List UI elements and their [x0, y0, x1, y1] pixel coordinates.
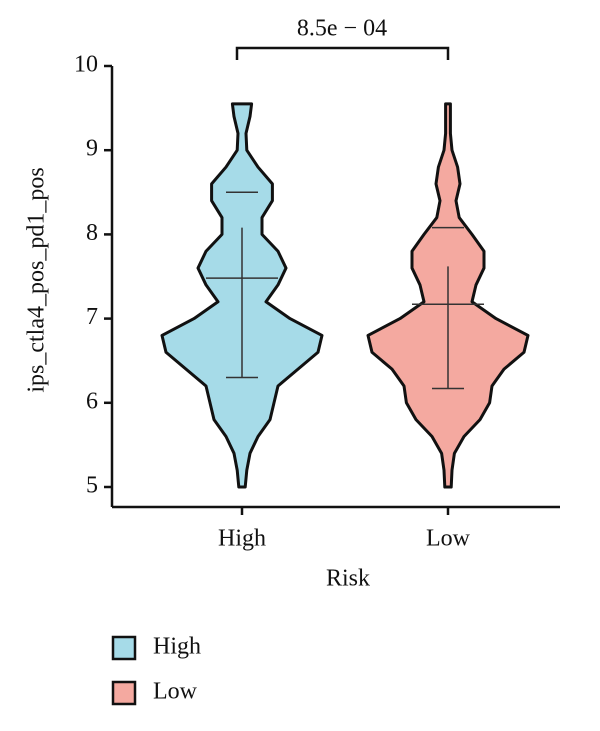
y-axis-label: ips_ctla4_pos_pd1_pos: [24, 167, 50, 392]
legend-label: Low: [153, 679, 198, 705]
bracket: [235, 46, 450, 60]
y-tick-label: 8: [86, 220, 98, 246]
y-tick-label: 6: [86, 388, 98, 414]
legend-swatch: [111, 635, 137, 661]
legend-swatch: [111, 680, 137, 706]
annotation: 8.5e − 04: [297, 16, 387, 42]
legend-label: High: [153, 634, 201, 660]
x-tick-label: Low: [426, 526, 471, 552]
x-tick-label: High: [218, 526, 266, 552]
y-tick-label: 10: [74, 52, 98, 78]
y-tick-label: 5: [86, 473, 98, 499]
y-tick-label: 9: [86, 136, 98, 162]
x-axis-label: Risk: [326, 566, 370, 592]
y-tick-label: 7: [86, 304, 98, 330]
